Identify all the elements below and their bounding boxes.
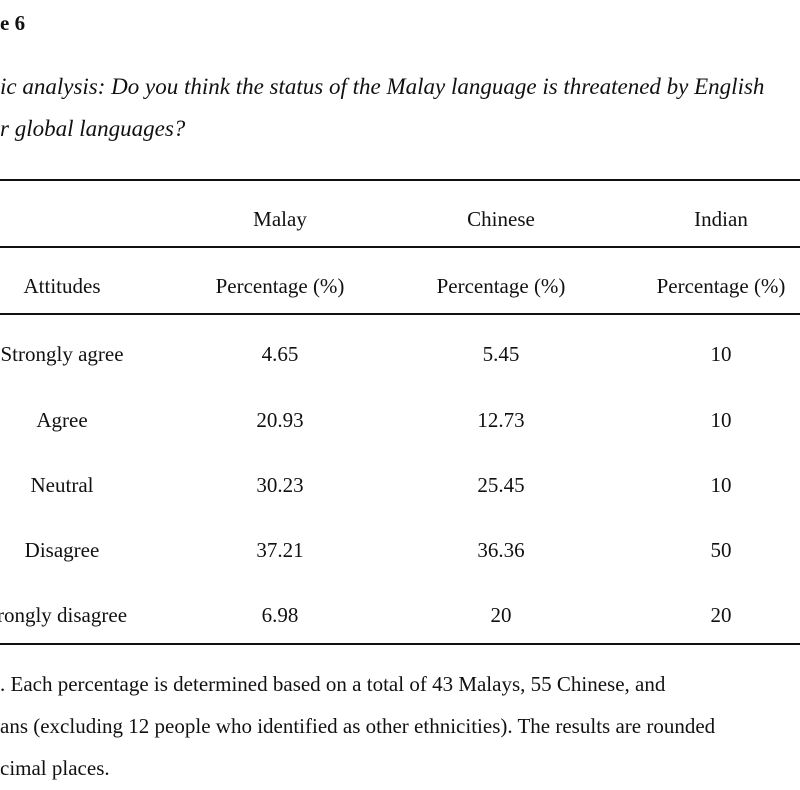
malay-value-cell: 6.98 [261, 603, 299, 627]
attitude-cell: Strongly agree [0, 342, 124, 366]
table-header-rule [0, 313, 800, 315]
column-header-indian-percentage: Percentage (%) [656, 274, 786, 298]
chinese-value-cell: 36.36 [477, 538, 525, 562]
table-label: e 6 [0, 11, 26, 35]
chinese-value-cell: 25.45 [477, 473, 525, 497]
column-header-chinese-percentage: Percentage (%) [436, 274, 566, 298]
malay-value-cell: 30.23 [256, 473, 304, 497]
table-note-line-3: cimal places. [0, 756, 110, 780]
group-header-malay: Malay [253, 207, 307, 231]
table-note-line-2: ans (excluding 12 people who identified … [0, 714, 716, 738]
malay-value-cell: 4.65 [261, 342, 299, 366]
table-top-rule [0, 179, 800, 181]
malay-value-cell: 20.93 [256, 408, 304, 432]
chinese-value-cell: 12.73 [477, 408, 525, 432]
indian-value-cell: 10 [710, 473, 732, 497]
table-note-line-1: . Each percentage is determined based on… [0, 672, 666, 696]
chinese-value-cell: 5.45 [482, 342, 520, 366]
indian-value-cell: 50 [710, 538, 732, 562]
column-header-malay-percentage: Percentage (%) [215, 274, 345, 298]
attitude-cell: Neutral [30, 473, 94, 497]
attitude-cell: Agree [36, 408, 88, 432]
table-title-line-1: ic analysis: Do you think the status of … [0, 74, 765, 99]
table-title-line-2: r global languages? [0, 116, 186, 141]
group-header-indian: Indian [694, 207, 748, 231]
table-group-rule [0, 246, 800, 248]
indian-value-cell: 10 [710, 342, 732, 366]
attitude-cell: rongly disagree [0, 603, 128, 627]
malay-value-cell: 37.21 [256, 538, 304, 562]
attitude-cell: Disagree [24, 538, 100, 562]
table-bottom-rule [0, 643, 800, 645]
indian-value-cell: 20 [710, 603, 732, 627]
group-header-chinese: Chinese [467, 207, 535, 231]
chinese-value-cell: 20 [490, 603, 512, 627]
column-header-attitudes: Attitudes [23, 274, 101, 298]
indian-value-cell: 10 [710, 408, 732, 432]
